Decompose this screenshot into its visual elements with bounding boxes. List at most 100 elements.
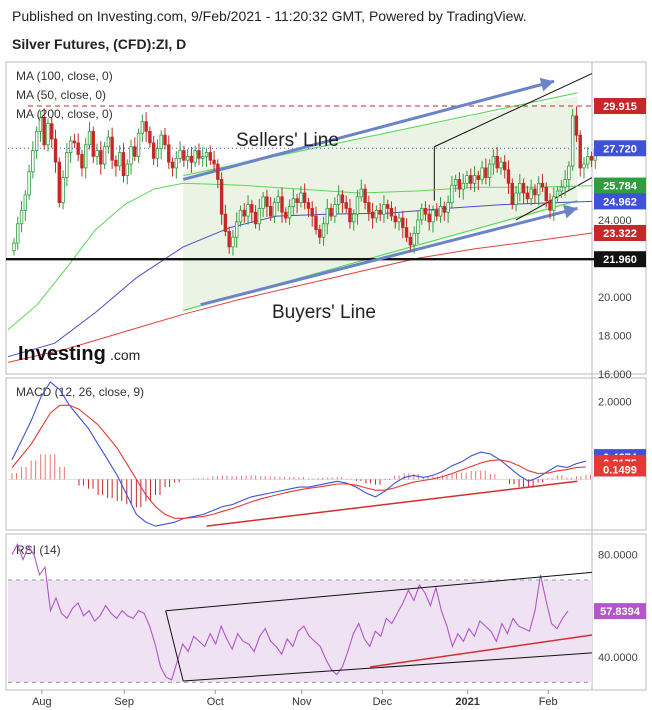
candle bbox=[189, 155, 194, 163]
candle bbox=[355, 196, 360, 215]
candle bbox=[257, 207, 262, 225]
candle bbox=[95, 150, 99, 157]
candle bbox=[359, 188, 363, 198]
candle bbox=[302, 192, 307, 203]
macd-tick-label: 2.0000 bbox=[598, 396, 632, 408]
price-tick-label: 16.000 bbox=[598, 369, 632, 381]
candle bbox=[544, 186, 548, 202]
candle bbox=[401, 217, 405, 229]
candle bbox=[27, 171, 31, 196]
candle bbox=[503, 161, 507, 171]
candle bbox=[525, 192, 530, 200]
candle bbox=[272, 202, 277, 217]
candle bbox=[125, 163, 129, 177]
candle bbox=[299, 192, 303, 203]
candle bbox=[491, 155, 496, 165]
candle bbox=[38, 117, 43, 132]
candle bbox=[336, 194, 341, 205]
price-label-text: 29.915 bbox=[603, 101, 637, 113]
price-label-box bbox=[594, 193, 646, 210]
candle bbox=[325, 207, 330, 225]
candle bbox=[329, 207, 333, 217]
candle bbox=[295, 198, 299, 203]
candle bbox=[589, 155, 594, 161]
candle bbox=[16, 223, 20, 244]
legend-ma200: MA (200, close, 0) bbox=[16, 107, 113, 121]
candle bbox=[453, 179, 458, 186]
candle bbox=[261, 196, 265, 209]
candle bbox=[250, 204, 254, 213]
candle bbox=[246, 204, 250, 217]
rsi-upper-trendline bbox=[165, 571, 593, 612]
candle bbox=[495, 155, 499, 169]
candle bbox=[31, 150, 35, 173]
candle bbox=[129, 146, 133, 165]
candle bbox=[208, 152, 212, 161]
candle bbox=[555, 190, 560, 198]
price-label-box bbox=[594, 224, 646, 241]
macd-line bbox=[11, 381, 587, 527]
rsi-title: RSI (14) bbox=[16, 543, 61, 557]
ma200-line bbox=[7, 232, 593, 363]
candle bbox=[427, 213, 431, 223]
candle bbox=[559, 186, 564, 192]
price-tick-label: 18.000 bbox=[598, 330, 632, 342]
panel-frame-1 bbox=[5, 61, 647, 375]
x-tick-label: Sep bbox=[114, 696, 134, 708]
candle bbox=[291, 198, 296, 207]
candle bbox=[506, 169, 511, 184]
investing-logo-suffix: .com bbox=[110, 347, 140, 363]
price-label-box bbox=[594, 140, 646, 157]
candle bbox=[382, 204, 386, 215]
candle bbox=[518, 182, 522, 194]
price-label-text: 24.962 bbox=[603, 196, 637, 208]
ma50-line bbox=[7, 200, 593, 358]
candle bbox=[163, 134, 167, 146]
rsi-tick-label: 80.0000 bbox=[598, 549, 638, 561]
candle bbox=[121, 152, 126, 177]
candle bbox=[435, 209, 439, 217]
x-tick-label: Nov bbox=[292, 696, 312, 708]
candle bbox=[476, 175, 481, 180]
candle bbox=[397, 217, 401, 223]
candle bbox=[223, 213, 228, 232]
candle bbox=[412, 233, 416, 246]
candle bbox=[548, 200, 552, 211]
candle bbox=[140, 121, 145, 134]
price-label-box bbox=[594, 177, 646, 194]
candle bbox=[340, 194, 345, 203]
candle bbox=[84, 144, 88, 169]
x-tick-label: Dec bbox=[373, 696, 393, 708]
candle bbox=[57, 161, 61, 203]
candle bbox=[514, 192, 518, 205]
rsi-value-box bbox=[594, 603, 646, 620]
wedge-upper-line bbox=[434, 73, 593, 148]
candle bbox=[42, 117, 46, 146]
candle bbox=[310, 207, 314, 217]
rsi-red-trendline bbox=[369, 634, 593, 668]
candle bbox=[53, 138, 58, 163]
candle bbox=[12, 242, 16, 252]
candle bbox=[321, 223, 326, 238]
price-label-text: 23.322 bbox=[603, 228, 637, 240]
candle bbox=[216, 163, 220, 180]
candle bbox=[552, 196, 556, 211]
candle bbox=[170, 161, 175, 169]
candle bbox=[419, 207, 424, 221]
candle bbox=[253, 211, 258, 225]
candle bbox=[238, 209, 243, 223]
candle bbox=[185, 155, 190, 161]
candle bbox=[469, 175, 473, 184]
candle bbox=[367, 202, 371, 213]
candle bbox=[408, 236, 413, 246]
price-label-box bbox=[594, 98, 646, 115]
candle bbox=[318, 229, 322, 238]
candle bbox=[155, 148, 160, 159]
candle bbox=[50, 123, 54, 140]
candle bbox=[174, 157, 179, 169]
price-label-box bbox=[594, 251, 646, 268]
candle bbox=[193, 150, 197, 163]
candle bbox=[586, 155, 590, 165]
candle bbox=[231, 236, 235, 248]
